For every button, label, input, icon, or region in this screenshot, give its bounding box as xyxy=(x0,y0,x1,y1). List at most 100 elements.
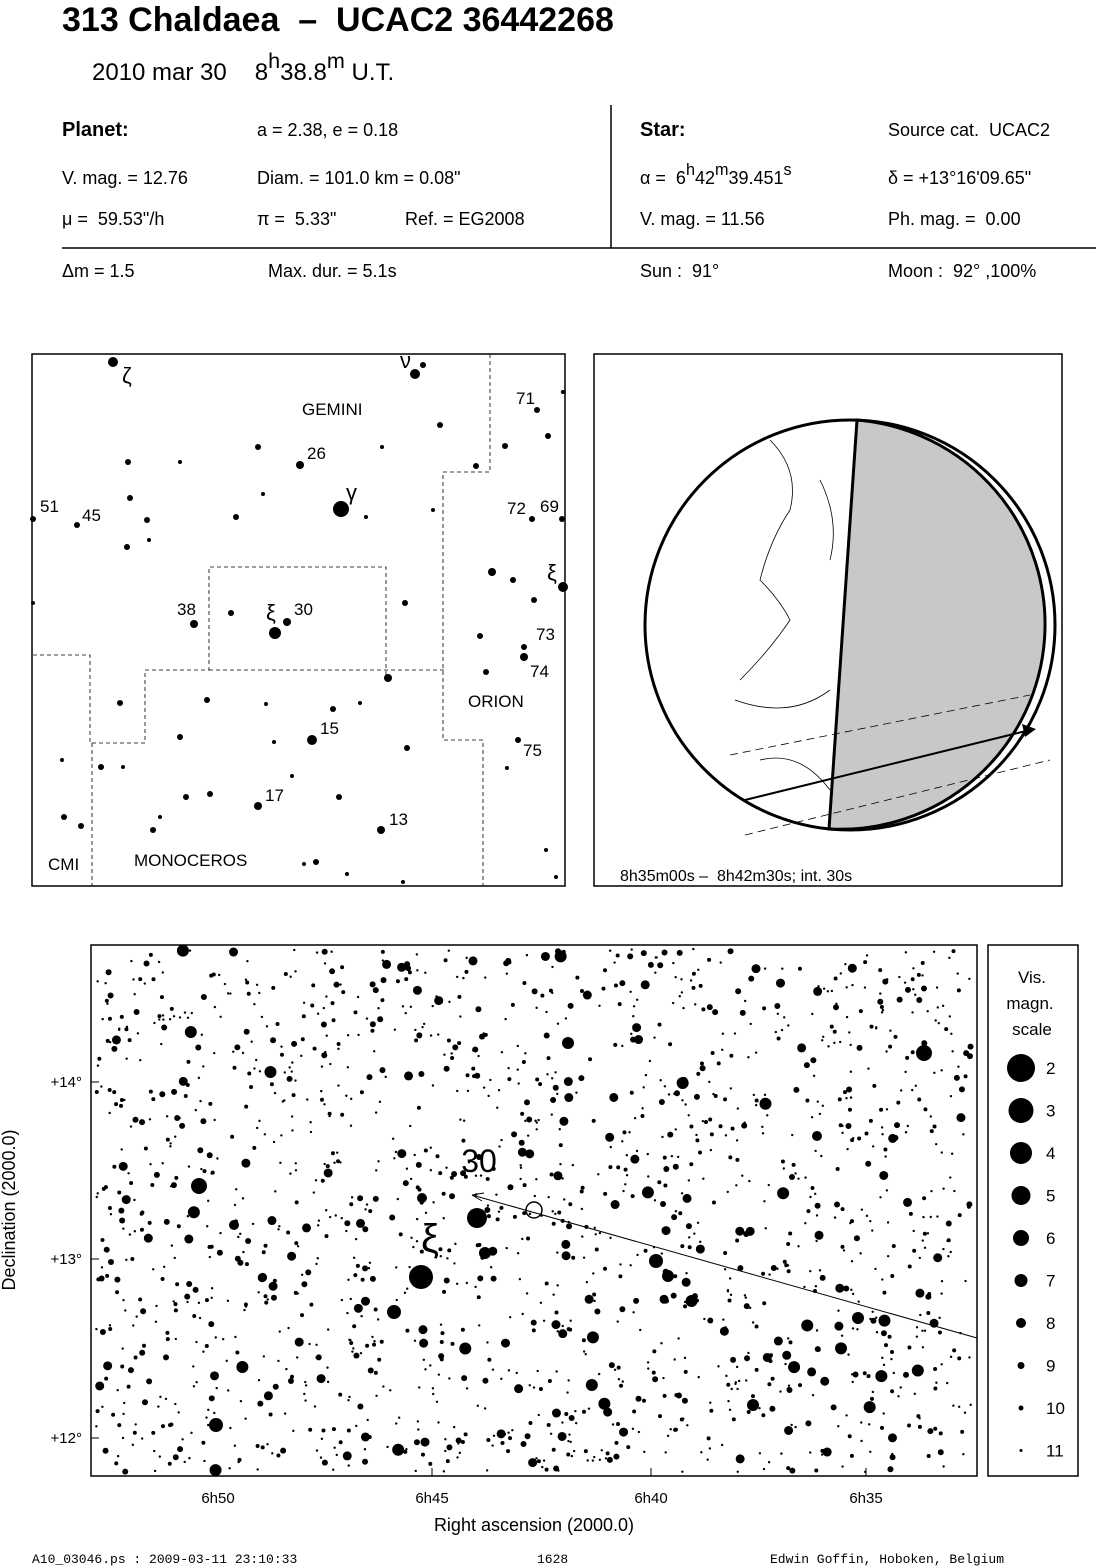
star xyxy=(878,1314,891,1327)
star xyxy=(602,968,607,973)
star xyxy=(516,1044,520,1048)
star xyxy=(708,1080,711,1084)
star xyxy=(177,1411,180,1414)
star xyxy=(330,1001,335,1006)
star xyxy=(810,1186,815,1191)
star xyxy=(103,1246,110,1253)
star xyxy=(549,1172,554,1177)
star xyxy=(160,1424,165,1429)
star xyxy=(366,1418,369,1422)
star xyxy=(571,1163,575,1167)
star xyxy=(621,1140,624,1143)
finder-label: 51 xyxy=(40,497,59,516)
star xyxy=(648,1059,652,1063)
star xyxy=(423,1148,428,1153)
star xyxy=(550,1113,553,1116)
star xyxy=(124,544,130,550)
star xyxy=(544,1281,549,1286)
star xyxy=(658,1099,665,1106)
star xyxy=(233,514,239,520)
star xyxy=(561,390,565,394)
star xyxy=(968,977,971,981)
star xyxy=(200,1167,203,1171)
star xyxy=(441,1191,446,1196)
star xyxy=(903,981,907,984)
star xyxy=(761,1271,766,1276)
star xyxy=(949,1250,952,1254)
star xyxy=(593,1299,596,1303)
star xyxy=(358,701,362,705)
star xyxy=(491,1368,495,1371)
star xyxy=(608,949,612,952)
star xyxy=(161,1162,164,1165)
star xyxy=(345,1229,348,1233)
star xyxy=(845,1097,848,1100)
star xyxy=(718,1124,723,1129)
star xyxy=(860,1208,864,1211)
star xyxy=(314,1179,318,1182)
star xyxy=(458,1451,461,1455)
star xyxy=(554,1212,557,1216)
star xyxy=(229,992,232,995)
star xyxy=(264,1066,277,1079)
star xyxy=(255,1443,260,1448)
star xyxy=(554,950,567,963)
star xyxy=(478,1324,481,1327)
label: Star: xyxy=(640,119,686,141)
star xyxy=(681,1470,684,1473)
star xyxy=(165,1115,169,1118)
star xyxy=(805,1420,812,1427)
star xyxy=(209,1418,223,1432)
star xyxy=(899,1386,902,1389)
star xyxy=(169,1142,172,1145)
star xyxy=(921,1346,925,1349)
star xyxy=(165,1337,170,1342)
star xyxy=(657,962,664,969)
star xyxy=(151,1430,156,1435)
star xyxy=(443,958,448,963)
star xyxy=(881,1278,884,1281)
star xyxy=(966,1201,973,1208)
finder-label: 71 xyxy=(516,389,535,408)
star xyxy=(192,1365,195,1368)
star xyxy=(404,1071,414,1081)
star xyxy=(519,1164,522,1167)
star xyxy=(843,1285,850,1292)
star xyxy=(337,1084,340,1087)
star xyxy=(380,977,387,984)
star xyxy=(545,433,551,439)
star xyxy=(782,1350,792,1360)
star xyxy=(163,1265,166,1269)
star xyxy=(140,1437,144,1440)
star xyxy=(415,953,419,956)
star xyxy=(386,1445,389,1449)
star xyxy=(910,977,915,982)
star xyxy=(133,1198,136,1202)
star xyxy=(439,1255,442,1258)
star xyxy=(776,1267,779,1270)
star xyxy=(850,1373,854,1376)
star xyxy=(564,1017,568,1020)
star xyxy=(316,1374,326,1384)
y-axis-title: Declination (2000.0) xyxy=(0,1129,19,1290)
star xyxy=(747,1399,759,1411)
star xyxy=(114,1276,121,1283)
star xyxy=(266,1443,269,1446)
star xyxy=(144,517,150,523)
star xyxy=(213,1118,216,1122)
star xyxy=(845,1015,849,1019)
star xyxy=(917,1097,922,1102)
star xyxy=(452,1044,459,1051)
star xyxy=(642,1086,645,1089)
star xyxy=(188,949,192,952)
star xyxy=(908,1211,913,1216)
star xyxy=(929,1318,939,1328)
star xyxy=(885,1108,889,1111)
star xyxy=(107,1088,112,1093)
star xyxy=(520,1111,525,1116)
star xyxy=(709,1401,712,1404)
star xyxy=(534,1119,537,1122)
star xyxy=(505,972,509,975)
star xyxy=(183,794,189,800)
star xyxy=(551,1447,556,1452)
